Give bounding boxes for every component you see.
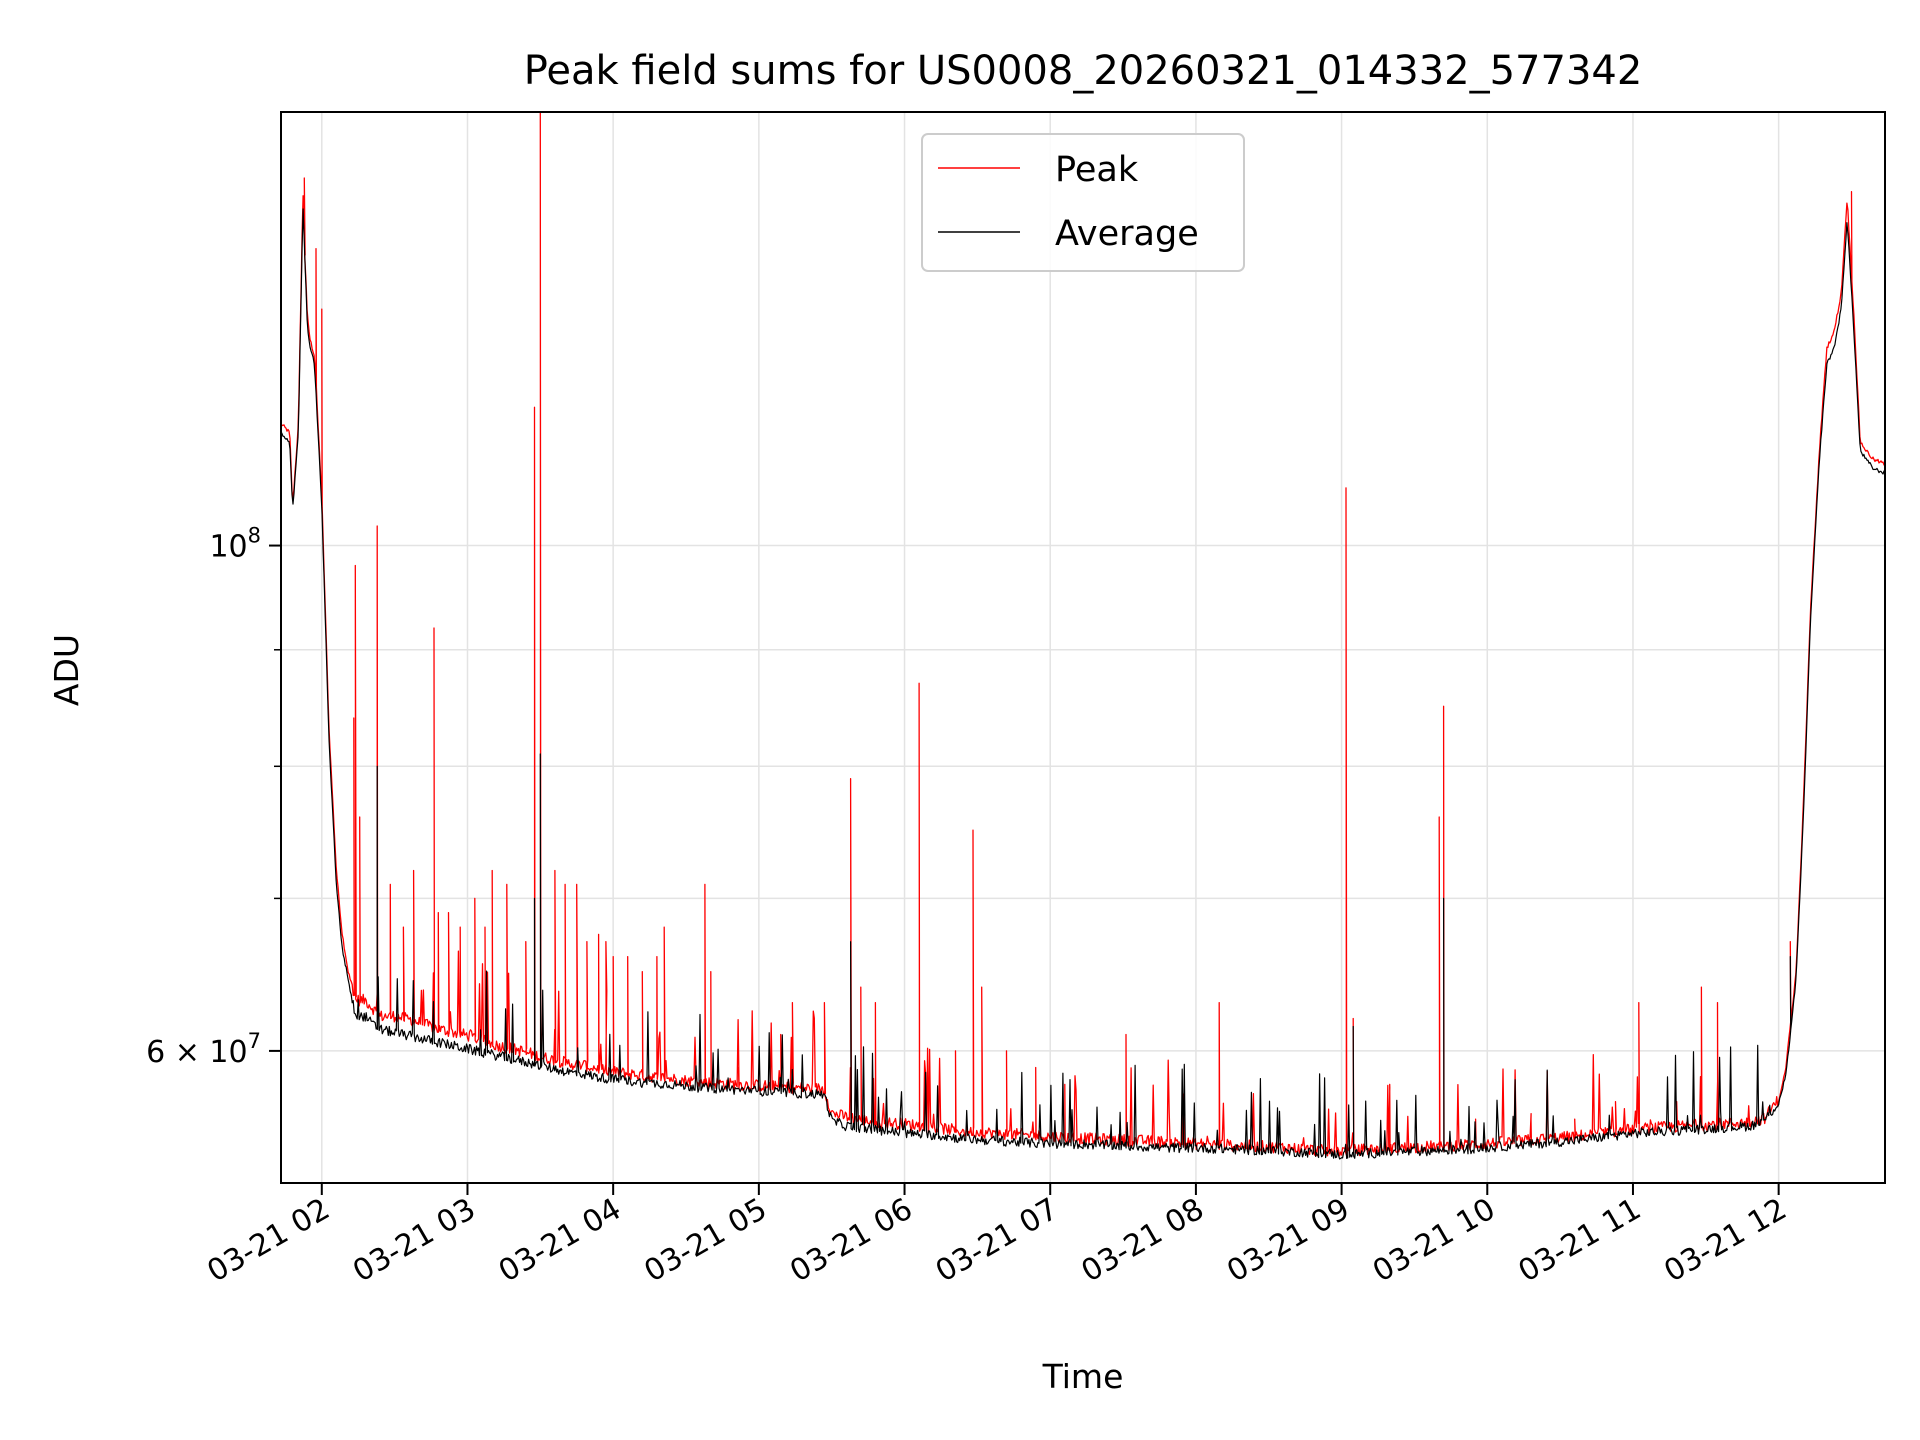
series-line-peak [280, 111, 1886, 1157]
legend: Peak Average [921, 133, 1245, 272]
plot-area-frame [280, 111, 1886, 1184]
y-tick-label-exponent: 7 [248, 1029, 261, 1053]
y-tick-label: 6 × 107 [146, 1029, 261, 1070]
y-tick-label-base: 6 × 10 [146, 1035, 247, 1070]
x-axis-title: Time [1042, 1357, 1124, 1396]
series-layer [280, 111, 1886, 1160]
y-axis-title: ADU [47, 634, 86, 706]
chart-title: Peak field sums for US0008_20260321_0143… [524, 48, 1643, 94]
grid [281, 112, 1885, 1183]
legend-label-peak: Peak [1055, 150, 1139, 190]
y-tick-label-base: 10 [209, 530, 247, 565]
y-axis: 108 6 × 107 [146, 524, 281, 1070]
series-line-average [280, 208, 1886, 1160]
y-tick-label: 108 [209, 524, 261, 565]
y-tick-label-exponent: 8 [248, 524, 261, 548]
legend-label-average: Average [1055, 214, 1199, 254]
